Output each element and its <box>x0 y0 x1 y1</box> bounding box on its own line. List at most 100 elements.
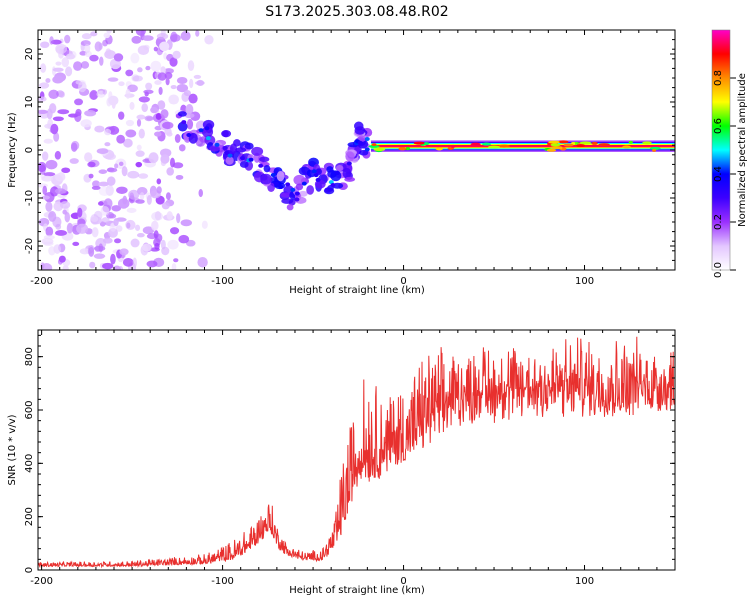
noise-blob <box>48 89 59 99</box>
noise-blob <box>122 257 134 267</box>
noise-blob <box>150 60 162 72</box>
noise-blob <box>101 217 110 223</box>
trace-peak <box>313 173 319 178</box>
noise-blob <box>137 67 143 73</box>
noise-blob <box>166 211 173 220</box>
trace-blob <box>235 147 247 153</box>
noise-blob <box>161 202 170 210</box>
noise-blob <box>88 173 94 179</box>
noise-blob <box>84 43 91 54</box>
trace-peak <box>301 181 307 186</box>
trace-peak <box>227 153 233 158</box>
noise-blob <box>112 265 122 270</box>
noise-blob <box>98 186 111 197</box>
trace-peak <box>248 157 254 162</box>
trace-blob <box>201 126 214 138</box>
noise-blob <box>132 257 137 268</box>
noise-blob <box>75 108 82 117</box>
noise-blob <box>43 138 53 144</box>
noise-blob <box>130 238 140 248</box>
trace-blob <box>306 185 315 195</box>
noise-blob <box>89 89 98 101</box>
noise-blob <box>132 75 143 82</box>
snr-background <box>38 330 675 570</box>
noise-blob <box>197 256 208 268</box>
noise-blob <box>98 181 110 187</box>
noise-blob <box>91 227 99 238</box>
noise-blob <box>105 48 112 56</box>
noise-blob <box>98 169 108 174</box>
noise-blob <box>162 121 174 130</box>
noise-blob <box>145 65 151 71</box>
trace-blob <box>276 171 285 182</box>
noise-blob <box>185 104 194 115</box>
noise-blob <box>40 41 50 49</box>
noise-blob <box>99 56 104 66</box>
noise-blob <box>130 52 140 64</box>
spectrogram-frame <box>37 29 676 271</box>
noise-blob <box>163 68 174 74</box>
trace-blob <box>239 161 249 168</box>
noise-blob <box>135 150 145 157</box>
noise-blob <box>178 144 186 152</box>
noise-blob <box>91 185 101 190</box>
noise-blob <box>48 211 57 222</box>
noise-blob <box>71 140 80 151</box>
trace-blob <box>314 179 326 189</box>
noise-blob <box>127 84 138 93</box>
noise-blob <box>154 80 162 85</box>
noise-blob <box>170 227 180 235</box>
noise-blob <box>52 67 64 72</box>
noise-blob <box>106 167 118 173</box>
colorbar-gradient <box>712 30 730 270</box>
noise-blob <box>174 134 181 143</box>
signal-bump <box>558 146 563 150</box>
trace-peak <box>294 191 300 196</box>
trace-blob <box>263 164 271 173</box>
noise-blob <box>80 119 92 128</box>
noise-blob <box>145 82 153 90</box>
noise-blob <box>43 172 56 177</box>
noise-blob <box>45 159 58 170</box>
noise-blob <box>136 233 145 238</box>
noise-blob <box>64 34 71 44</box>
trace-blob <box>221 130 232 138</box>
noise-blob <box>114 238 122 244</box>
signal-bump <box>488 145 500 149</box>
signal-bump <box>368 144 380 148</box>
noise-blob <box>172 162 184 169</box>
noise-blob <box>185 239 196 247</box>
noise-blob <box>100 205 110 216</box>
trace-peak <box>315 177 321 182</box>
noise-blob <box>201 220 208 229</box>
noise-blob <box>76 223 89 234</box>
signal-bump <box>557 140 569 144</box>
trace-blob <box>177 121 188 132</box>
noise-blob <box>84 110 97 117</box>
trace-blob <box>345 151 355 162</box>
noise-blob <box>176 213 181 224</box>
trace-blob <box>209 145 221 152</box>
trace-blob <box>177 111 187 117</box>
noise-blob <box>150 220 159 231</box>
noise-blob <box>123 138 133 148</box>
noise-blob <box>118 161 124 167</box>
trace-blob <box>295 183 304 191</box>
noise-blob <box>102 262 114 270</box>
noise-blob <box>189 78 194 89</box>
signal-bump <box>591 141 598 145</box>
trace-peak <box>346 161 352 166</box>
noise-blob <box>193 74 202 79</box>
trace-blob <box>281 198 294 204</box>
noise-blob <box>43 234 55 240</box>
noise-blob <box>161 246 170 256</box>
noise-blob <box>139 192 145 200</box>
noise-blob <box>39 164 46 175</box>
colorbar-tick-label: 0.6 <box>713 118 724 134</box>
noise-blob <box>84 152 93 163</box>
signal-bump <box>413 141 425 145</box>
trace-blob <box>186 119 194 130</box>
colorbar-tick-label: 0.4 <box>713 166 724 182</box>
noise-blob <box>146 260 158 268</box>
